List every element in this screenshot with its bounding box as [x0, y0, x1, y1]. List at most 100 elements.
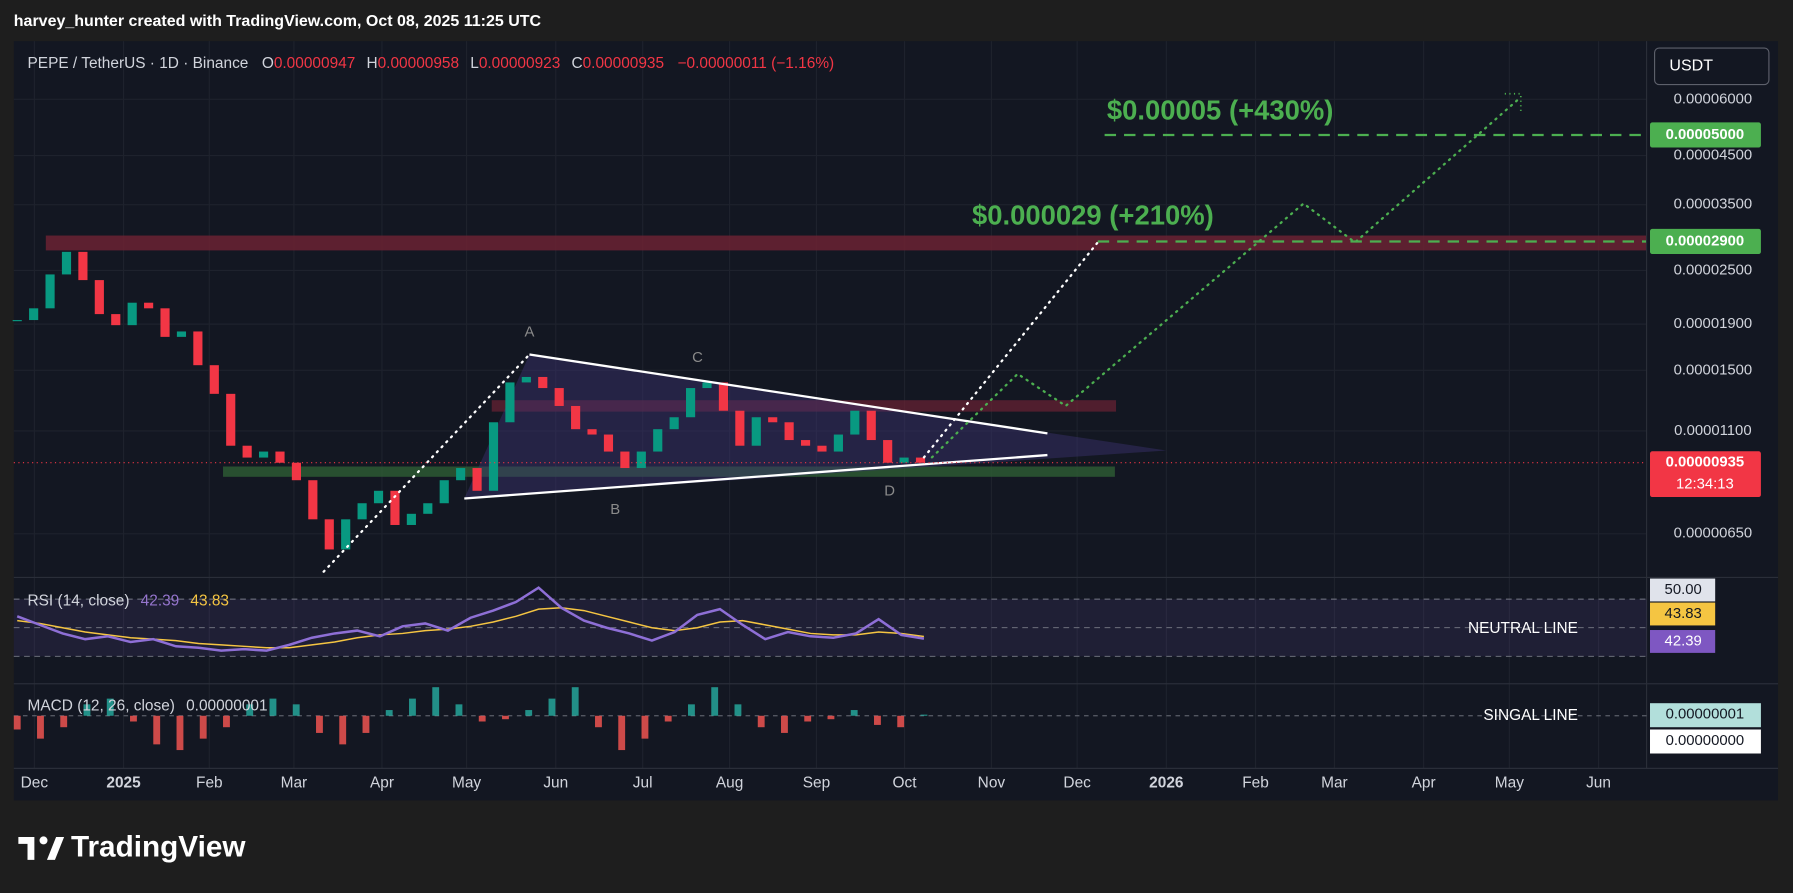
projection-path	[930, 96, 1522, 459]
ohlc-value: 0.00000947	[274, 55, 355, 72]
rsi-pane: 50.00 43.83 42.39	[13, 578, 1716, 657]
candle-body	[357, 503, 367, 520]
target-price-label: 0.00005000	[1666, 127, 1745, 143]
candle-body	[521, 376, 531, 383]
ohlc-value: 0.00000935	[583, 55, 664, 72]
macd-bar	[641, 715, 649, 739]
candle-body	[751, 417, 761, 446]
y-tick-label: 0.00004500	[1674, 148, 1753, 164]
candle-body	[768, 417, 778, 423]
rsi-legend: RSI (14, close) 42.39 43.83	[28, 593, 230, 610]
target-price-box	[1650, 122, 1761, 148]
macd-bar	[60, 715, 68, 728]
macd-bar	[478, 715, 486, 722]
candle-body	[784, 422, 794, 441]
mid-zone	[491, 400, 1117, 412]
candle-body	[899, 457, 909, 463]
chart-panel	[13, 41, 1779, 801]
candle-body	[12, 320, 22, 322]
candle-body	[883, 440, 893, 463]
change: −0.00000011 (−1.16%)	[678, 55, 835, 72]
macd-bar	[432, 687, 440, 716]
current-price-box	[1650, 451, 1761, 498]
target-price-box	[1650, 228, 1761, 255]
macd-bar	[385, 710, 393, 716]
y-tick-label: 0.00001100	[1674, 423, 1751, 439]
x-tick-label: 2025	[106, 774, 141, 791]
x-tick-label: Dec	[1063, 774, 1091, 791]
point-label: B	[610, 502, 620, 518]
currency-label[interactable]: USDT	[1669, 58, 1713, 75]
candle-body	[833, 434, 843, 452]
macd-bar	[664, 715, 672, 722]
candle-body	[324, 519, 334, 550]
x-tick-label: May	[452, 774, 481, 791]
candle-body	[669, 417, 679, 430]
macd-title: MACD (12, 26, close)	[28, 698, 175, 715]
macd-bar	[734, 704, 742, 716]
x-tick-label: Jun	[1586, 774, 1611, 791]
target-annotation: $0.000029 (+210%)	[972, 199, 1214, 230]
x-tick-label: Jun	[543, 774, 568, 791]
currency-button[interactable]	[1654, 47, 1770, 86]
path-dotted	[322, 353, 531, 573]
candle-body	[209, 365, 219, 394]
candle-body	[226, 393, 236, 446]
ohlc-value: 0.00000923	[479, 55, 560, 72]
projection-arrow	[1504, 92, 1522, 113]
candle-body	[587, 429, 597, 435]
candle-body	[603, 434, 614, 452]
resistance-zone	[45, 235, 1647, 251]
logo-mark	[46, 836, 65, 860]
y-tick-label: 0.00001500	[1674, 362, 1753, 378]
support-zone	[223, 466, 1115, 477]
candle-body	[456, 468, 466, 481]
candle-body	[636, 451, 646, 469]
candle-body	[193, 331, 203, 366]
macd-axis-box	[1650, 703, 1761, 728]
logo-mark	[39, 836, 48, 845]
x-tick-label: Apr	[1412, 774, 1436, 791]
candle-body	[61, 251, 72, 275]
overlay: 0.00005000 0.00002900 0.00000935 12:34:13	[13, 122, 1761, 498]
rsi-axis-label: 42.39	[1665, 633, 1702, 649]
macd-bar	[525, 710, 533, 716]
candle-body	[472, 468, 482, 491]
macd-bar	[339, 715, 347, 745]
ohlc-value: 0.00000958	[378, 55, 459, 72]
rsi-title: RSI (14, close)	[28, 593, 130, 610]
triangle-lower	[464, 453, 1048, 500]
candle-body	[538, 376, 548, 389]
macd-bar	[548, 698, 556, 716]
rsi-axis-label: 43.83	[1665, 606, 1702, 622]
triangle-upper	[529, 353, 1048, 435]
y-tick-label: 0.00002500	[1674, 262, 1753, 278]
x-tick-label: 2026	[1149, 774, 1184, 791]
candle-body	[850, 410, 860, 435]
macd-bar	[897, 715, 905, 728]
y-tick-label: 0.00000650	[1674, 526, 1753, 542]
macd-bar	[757, 715, 765, 728]
macd-bar	[711, 687, 719, 716]
x-tick-label: Dec	[21, 774, 49, 791]
macd-bar	[362, 715, 370, 733]
candle-body	[406, 513, 416, 525]
macd-bar	[176, 715, 184, 751]
candle-body	[686, 388, 696, 418]
y-tick-label: 0.00003500	[1674, 197, 1753, 213]
candle-body	[275, 451, 285, 463]
candle-body	[111, 314, 121, 326]
macd-bar	[83, 704, 91, 716]
candle-body	[505, 382, 515, 423]
rsi-axis-label: 50.00	[1665, 582, 1702, 598]
rsi-axis-box	[1650, 630, 1716, 653]
point-label: A	[525, 325, 535, 341]
macd-bar	[571, 687, 579, 716]
candle-body	[702, 382, 712, 389]
x-tick-label: Aug	[716, 774, 743, 791]
logo: TradingView	[18, 830, 246, 863]
rsi-axis-box	[1650, 602, 1716, 626]
candle-body	[291, 462, 301, 481]
